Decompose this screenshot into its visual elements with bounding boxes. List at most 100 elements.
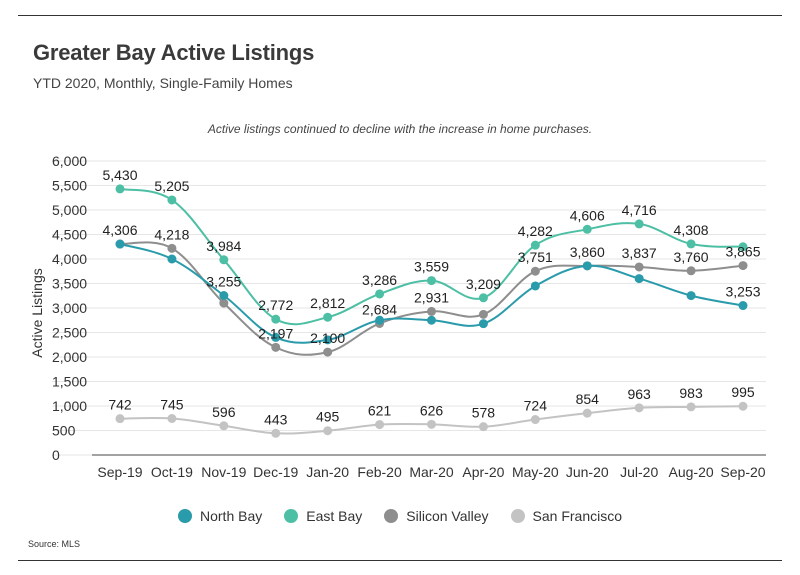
east-bay-data-label: 2,812 <box>310 295 345 311</box>
x-tick-label: Aug-20 <box>669 464 714 480</box>
silicon-valley-data-label: 3,860 <box>570 244 605 260</box>
east-bay-data-label: 4,716 <box>622 202 657 218</box>
san-francisco-point <box>271 428 281 438</box>
bottom-rule <box>18 560 782 561</box>
silicon-valley-data-label: 3,760 <box>674 249 709 265</box>
y-tick-label: 3,000 <box>52 300 87 316</box>
silicon-valley-point <box>271 342 281 352</box>
san-francisco-data-label: 495 <box>316 409 340 425</box>
san-francisco-data-label: 724 <box>524 398 548 414</box>
san-francisco-point <box>375 420 385 430</box>
silicon-valley-data-label: 3,751 <box>518 249 553 265</box>
silicon-valley-data-label: 2,197 <box>258 325 293 341</box>
east-bay-point <box>427 276 436 286</box>
north-bay-data-label: 3,253 <box>725 284 760 300</box>
silicon-valley-point <box>478 309 488 319</box>
north-bay-point <box>115 239 125 249</box>
north-bay-point <box>634 274 644 284</box>
san-francisco-point <box>686 402 696 412</box>
chart-title: Greater Bay Active Listings <box>33 40 315 65</box>
san-francisco-point <box>115 414 125 424</box>
silicon-valley-point <box>530 266 540 276</box>
san-francisco-point <box>738 401 748 411</box>
east-bay-data-label: 5,205 <box>154 178 189 194</box>
x-tick-label: May-20 <box>512 464 559 480</box>
silicon-valley-point <box>219 298 229 308</box>
east-bay-data-label: 3,559 <box>414 259 449 275</box>
east-bay-point <box>271 314 281 324</box>
san-francisco-point <box>219 421 229 431</box>
y-tick-label: 0 <box>52 447 60 463</box>
silicon-valley-data-label: 4,306 <box>102 222 137 238</box>
san-francisco-data-label: 742 <box>108 397 132 413</box>
san-francisco-point <box>582 408 592 418</box>
north-bay-point <box>375 315 385 325</box>
north-bay-point <box>478 319 488 329</box>
east-bay-data-label: 2,772 <box>258 297 293 313</box>
north-bay-point <box>323 335 333 345</box>
legend-item-silicon-valley: Silicon Valley <box>384 508 489 524</box>
silicon-valley-point <box>427 306 436 316</box>
chart-annotation: Active listings continued to decline wit… <box>207 122 593 136</box>
north-bay-point <box>530 281 540 291</box>
top-rule <box>18 15 782 16</box>
x-tick-label: Jan-20 <box>306 464 349 480</box>
silicon-valley-data-label: 3,865 <box>725 244 760 260</box>
san-francisco-data-label: 578 <box>472 405 496 421</box>
y-tick-label: 1,500 <box>52 374 87 390</box>
x-tick-label: Sep-20 <box>720 464 765 480</box>
east-bay-data-label: 3,209 <box>466 276 501 292</box>
san-francisco-point <box>427 419 436 429</box>
east-bay-point <box>686 239 696 249</box>
y-axis-label: Active Listings <box>29 268 45 357</box>
silicon-valley-point <box>634 262 644 272</box>
x-tick-label: Oct-19 <box>151 464 193 480</box>
chart-subtitle: YTD 2020, Monthly, Single-Family Homes <box>33 75 293 91</box>
y-tick-label: 3,500 <box>52 276 87 292</box>
north-bay-data-label: 3,255 <box>206 274 241 290</box>
y-tick-label: 6,000 <box>52 153 87 169</box>
north-bay-point <box>738 301 748 311</box>
north-bay-point <box>271 332 281 342</box>
east-bay-point <box>738 242 748 252</box>
san-francisco-point <box>478 422 488 432</box>
y-tick-label: 4,500 <box>52 227 87 243</box>
legend-item-north-bay: North Bay <box>178 508 262 524</box>
east-bay-point <box>115 184 125 194</box>
legend-item-san-francisco: San Francisco <box>510 508 622 524</box>
x-tick-label: Nov-19 <box>201 464 246 480</box>
silicon-valley-point <box>167 243 177 253</box>
east-bay-data-label: 3,286 <box>362 272 397 288</box>
east-bay-point <box>375 289 385 299</box>
legend: North Bay East Bay Silicon Valley San Franc… <box>0 508 800 524</box>
east-bay-point <box>167 195 177 205</box>
legend-label: East Bay <box>306 508 363 524</box>
legend-marker <box>510 509 525 523</box>
east-bay-point <box>219 255 229 265</box>
east-bay-data-label: 4,282 <box>518 223 553 239</box>
san-francisco-point <box>530 415 540 425</box>
north-bay-point <box>686 291 696 301</box>
east-bay-data-label: 5,430 <box>102 167 137 183</box>
silicon-valley-data-label: 4,218 <box>154 226 189 242</box>
north-bay-point <box>427 315 436 325</box>
san-francisco-data-label: 963 <box>627 386 651 402</box>
legend-label: San Francisco <box>532 508 622 524</box>
east-bay-point <box>323 312 333 322</box>
legend-label: North Bay <box>200 508 263 524</box>
legend-marker <box>284 509 299 523</box>
north-bay-point <box>219 291 229 301</box>
east-bay-point <box>530 240 540 250</box>
y-tick-label: 4,000 <box>52 251 87 267</box>
san-francisco-data-label: 621 <box>368 403 392 419</box>
x-tick-label: Mar-20 <box>409 464 454 480</box>
san-francisco-data-label: 443 <box>264 411 288 427</box>
silicon-valley-point <box>323 347 333 357</box>
source-note: Source: MLS <box>28 539 81 549</box>
x-tick-label: Jul-20 <box>620 464 658 480</box>
y-tick-label: 5,000 <box>52 202 87 218</box>
san-francisco-data-label: 745 <box>160 396 184 412</box>
north-bay-point <box>582 261 592 271</box>
san-francisco-point <box>634 403 644 413</box>
y-tick-label: 2,000 <box>52 349 87 365</box>
